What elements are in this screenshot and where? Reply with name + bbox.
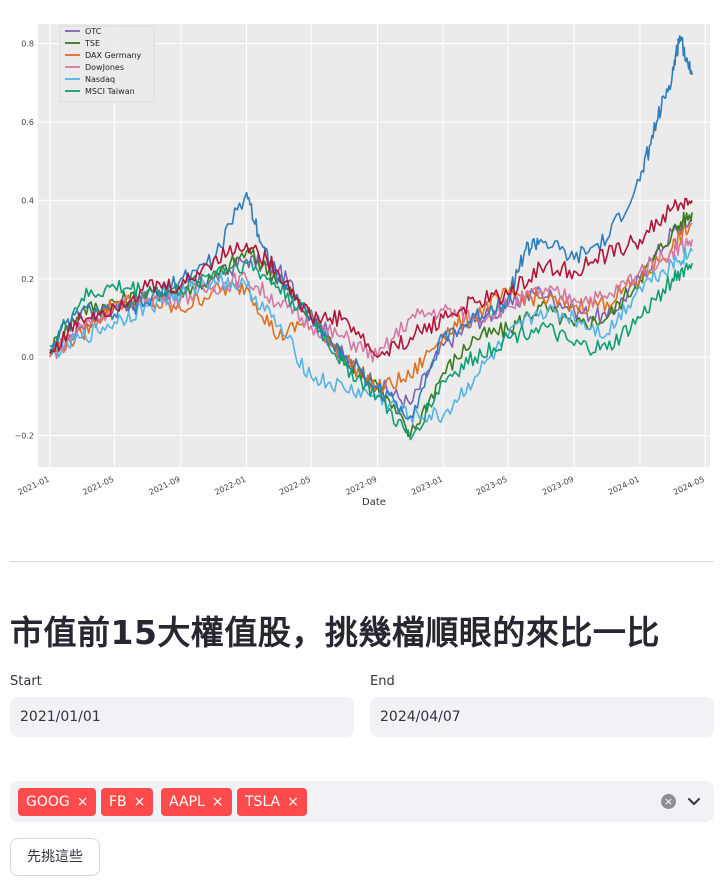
tag-label: FB <box>109 794 127 810</box>
y-tick-label: 0.4 <box>21 196 34 205</box>
y-tick-label: 0.6 <box>21 118 34 127</box>
ticker-multiselect[interactable]: GOOG × FB × AAPL × TSLA × × <box>10 781 714 822</box>
x-tick-label: 2021-05 <box>81 475 115 497</box>
legend-label: OTC <box>85 27 102 36</box>
y-tick-label: −0.2 <box>15 432 34 441</box>
x-tick-label: 2023-05 <box>475 475 509 497</box>
x-tick-label: 2023-09 <box>541 475 575 497</box>
legend-label: MSCI Taiwan <box>85 87 135 96</box>
tag-goog[interactable]: GOOG × <box>18 788 97 816</box>
tag-label: TSLA <box>245 794 281 810</box>
chart-svg: −0.2 0.0 0.2 0.4 0.6 0.8 2021-01 2021-05 2021-09… <box>15 24 710 508</box>
x-tick-label: 2022-01 <box>213 475 247 497</box>
legend-label: DowJones <box>85 63 124 72</box>
tag-tsla[interactable]: TSLA × <box>237 788 307 816</box>
x-axis-label: Date <box>362 497 386 508</box>
chevron-down-icon[interactable] <box>686 793 702 809</box>
start-label: Start <box>10 674 42 689</box>
legend-label: TSE <box>84 39 100 48</box>
tag-fb[interactable]: FB × <box>101 788 154 816</box>
remove-tag-icon[interactable]: × <box>287 794 299 810</box>
end-date-input[interactable]: 2024/04/07 <box>370 697 714 737</box>
x-tick-label: 2021-01 <box>17 475 51 497</box>
start-date-input[interactable]: 2021/01/01 <box>10 697 354 737</box>
tag-aapl[interactable]: AAPL × <box>161 788 232 816</box>
x-tick-label: 2024-05 <box>672 475 706 497</box>
x-tick-label: 2022-05 <box>278 475 312 497</box>
remove-tag-icon[interactable]: × <box>211 794 224 810</box>
page-title: 市值前15大權值股，挑幾檔順眼的來比一比 <box>10 613 660 652</box>
series-line <box>49 197 693 359</box>
x-tick-label: 2021-09 <box>148 475 182 497</box>
remove-tag-icon[interactable]: × <box>76 794 89 810</box>
y-tick-label: 0.0 <box>21 353 34 362</box>
divider <box>10 561 714 562</box>
y-tick-label: 0.8 <box>21 40 34 49</box>
legend-box <box>59 25 155 103</box>
y-tick-label: 0.2 <box>21 275 34 284</box>
clear-all-icon[interactable]: × <box>661 794 676 809</box>
legend-label: DAX Germany <box>85 51 142 60</box>
tag-label: GOOG <box>26 794 70 810</box>
tag-label: AAPL <box>169 794 205 810</box>
legend-label: Nasdaq <box>85 75 115 84</box>
x-tick-label: 2023-01 <box>410 475 444 497</box>
remove-tag-icon[interactable]: × <box>133 794 146 810</box>
submit-button[interactable]: 先挑這些 <box>10 838 100 876</box>
x-tick-label: 2024-01 <box>607 475 641 497</box>
x-tick-label: 2022-09 <box>344 475 378 497</box>
series-line <box>49 34 693 420</box>
line-chart: −0.2 0.0 0.2 0.4 0.6 0.8 2021-01 2021-05 2021-09… <box>10 0 716 520</box>
end-label: End <box>370 674 395 689</box>
